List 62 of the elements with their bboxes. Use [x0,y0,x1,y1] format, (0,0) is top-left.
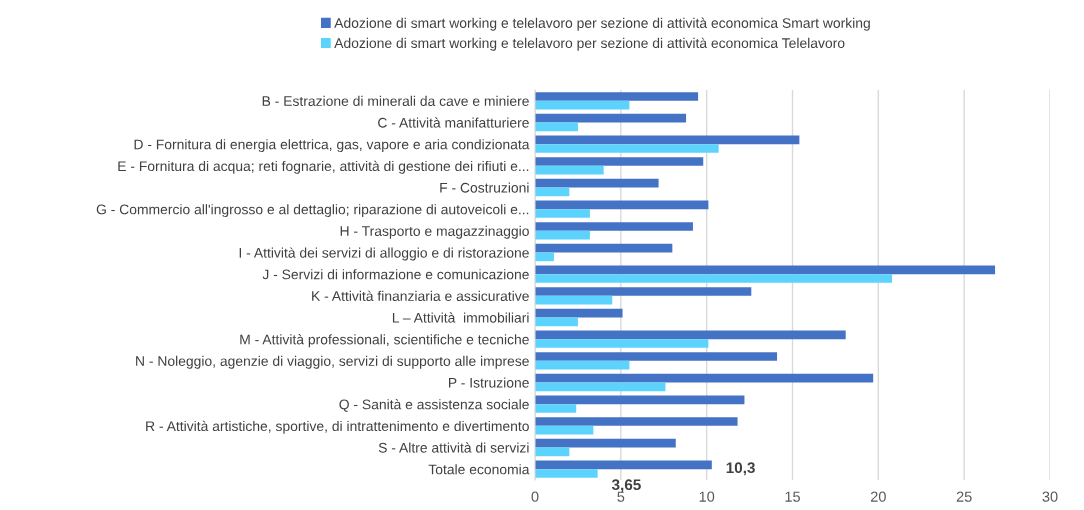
bar [535,317,578,327]
bar [535,157,704,166]
y-tick-label: J - Servizi di informazione e comunicazione [262,269,529,280]
y-tick-label: C - Attività manifatturiere [378,117,529,128]
y-tick-label: L – Attività immobiliari [392,312,529,323]
x-tick-label: 10 [699,491,715,502]
bar [535,209,590,218]
bar [535,373,874,383]
bar [535,425,594,435]
x-tick-label: 5 [617,491,625,502]
bar [535,265,996,275]
bar [535,200,709,210]
y-tick-label: Q - Sanità e assistenza sociale [339,398,529,412]
x-tick-label: 15 [785,491,800,502]
x-tick-label: 0 [531,491,539,502]
bar [535,360,630,370]
bar [535,404,577,413]
bar [535,222,693,231]
bar [535,165,604,175]
bar [535,382,666,392]
bar [535,92,699,101]
y-tick-label: B - Estrazione di minerali da cave e miniere [262,95,529,106]
bar [535,339,709,348]
bar [535,113,687,123]
y-tick-label: G - Commercio all'ingrosso e al dettaglio; riparazione di autoveicoli e... [96,204,529,218]
bar [535,460,712,470]
data-label: 10,3 [726,462,755,476]
bar [535,135,800,145]
bar [535,295,613,305]
y-tick-label: P - Istruzione [449,377,529,388]
y-tick-label: R - Attività artistiche, sportive, di intrattenimento e divertimento [146,420,529,434]
bar [535,100,630,110]
y-tick-label: D - Fornitura di energia elettrica, gas, vapore e aria condizionata [134,139,530,153]
y-tick-label: K - Attività finanziaria e assicurative [312,290,529,301]
bar [535,469,598,478]
bar [535,352,778,361]
bar [535,287,752,296]
x-tick-label: 20 [870,491,886,502]
bar [535,243,673,253]
legend-label: Adozione di smart working e telelavoro per sezione di attività economica Telelavoro [334,37,845,51]
y-tick-label: M - Attività professionali, scientifiche e tecniche [240,334,529,348]
y-tick-label: Totale economia [428,464,530,475]
bar [535,395,745,405]
bar [535,178,659,188]
data-label: 3,65 [611,479,641,493]
x-tick-label: 25 [956,491,972,502]
bar [535,230,590,240]
y-tick-label: S - Altre attività di servizi [378,442,529,453]
bar [535,417,738,426]
bar [535,330,846,340]
bar [535,274,893,283]
bar [535,438,676,448]
y-tick-label: E - Fornitura di acqua; reti fognarie, attività di gestione dei rifiuti e... [118,160,529,174]
bar [535,144,719,153]
y-tick-label: H - Trasporto e magazzinaggio [340,225,529,239]
y-tick-label: I - Attività dei servizi di alloggio e di ristorazione [239,247,529,261]
y-tick-label: N - Noleggio, agenzie di viaggio, servizi di supporto alle imprese [136,355,529,369]
bar [535,122,578,132]
bar [535,308,623,318]
x-tick-label: 30 [1042,491,1058,502]
legend-label: Adozione di smart working e telelavoro per sezione di attività economica Smart working [334,17,870,31]
y-tick-label: F - Costruzioni [440,182,529,193]
